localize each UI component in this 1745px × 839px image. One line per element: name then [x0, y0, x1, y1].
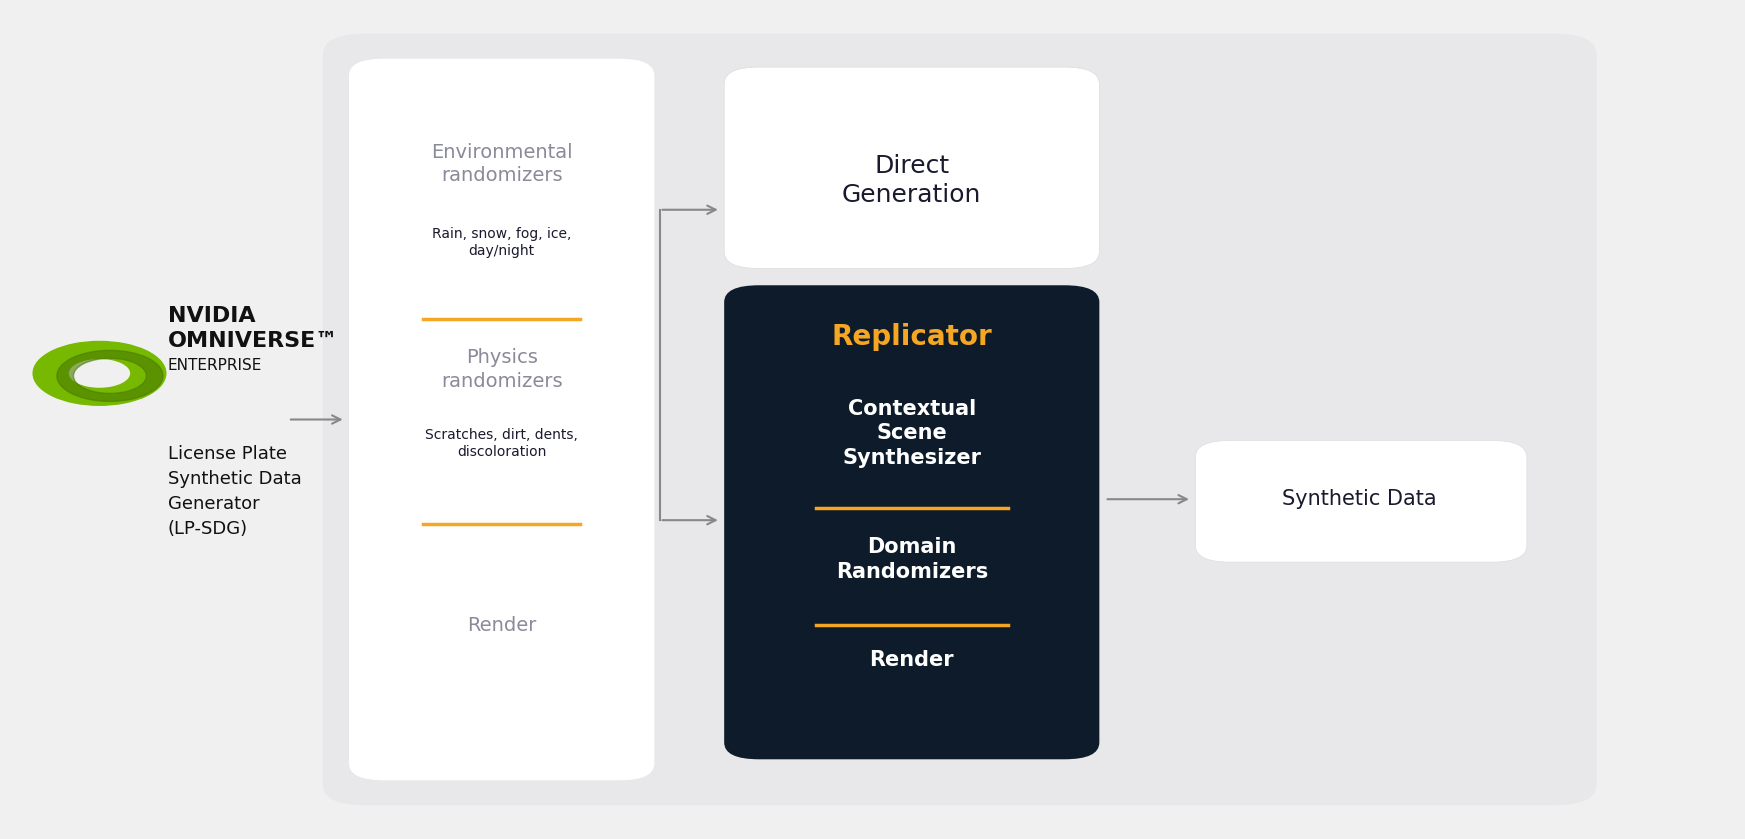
FancyBboxPatch shape [1195, 440, 1527, 562]
Text: Scratches, dirt, dents,
discoloration: Scratches, dirt, dents, discoloration [426, 428, 578, 459]
Text: Contextual
Scene
Synthesizer: Contextual Scene Synthesizer [843, 399, 981, 468]
Text: Replicator: Replicator [831, 323, 993, 351]
Text: Physics
randomizers: Physics randomizers [441, 348, 562, 391]
Text: Domain
Randomizers: Domain Randomizers [836, 537, 988, 581]
FancyBboxPatch shape [724, 67, 1099, 268]
Text: Rain, snow, fog, ice,
day/night: Rain, snow, fog, ice, day/night [433, 227, 571, 258]
Text: Environmental
randomizers: Environmental randomizers [431, 143, 572, 185]
Text: Direct
Generation: Direct Generation [843, 154, 981, 207]
FancyBboxPatch shape [323, 34, 1597, 805]
FancyBboxPatch shape [349, 59, 654, 780]
Text: Synthetic Data: Synthetic Data [1283, 489, 1436, 509]
Text: Render: Render [869, 650, 955, 670]
Text: License Plate
Synthetic Data
Generator
(LP-SDG): License Plate Synthetic Data Generator (… [168, 445, 302, 538]
Text: ENTERPRISE: ENTERPRISE [168, 358, 262, 373]
Text: Render: Render [468, 616, 536, 634]
Text: OMNIVERSE™: OMNIVERSE™ [168, 331, 339, 351]
FancyBboxPatch shape [724, 285, 1099, 759]
Text: NVIDIA: NVIDIA [168, 305, 255, 326]
